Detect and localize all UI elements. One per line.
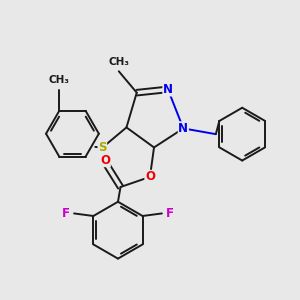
Text: O: O (145, 170, 155, 183)
Text: S: S (98, 141, 106, 154)
Text: O: O (100, 154, 110, 166)
Text: F: F (166, 207, 174, 220)
Text: N: N (163, 83, 173, 96)
Text: N: N (178, 122, 188, 135)
Text: CH₃: CH₃ (49, 75, 70, 85)
Text: CH₃: CH₃ (108, 57, 129, 67)
Text: F: F (62, 207, 70, 220)
